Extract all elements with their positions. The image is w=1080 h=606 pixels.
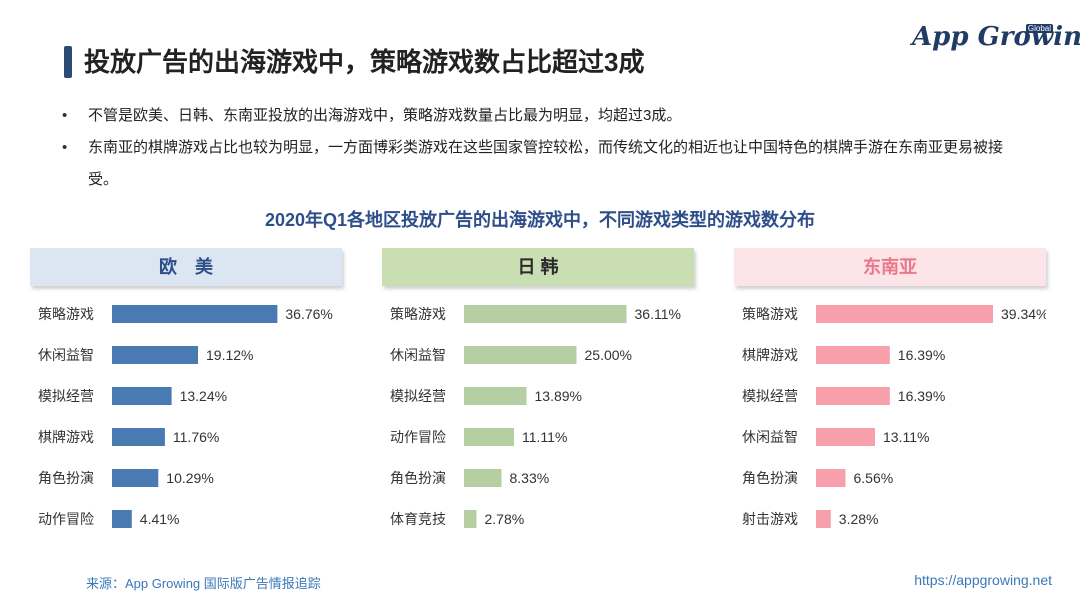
app-growing-logo: App Growing Global [912,20,1080,60]
category-label: 策略游戏 [390,306,446,322]
bar [816,469,846,487]
page-title: 投放广告的出海游戏中，策略游戏数占比超过3成 [84,47,645,77]
category-label: 休闲益智 [742,429,798,445]
bar [816,510,831,528]
region-panel-southeast-asia: 东南亚 策略游戏 39.34% 棋牌游戏 16.39% 模拟经营 16.39% 休闲益智 13… [734,248,1046,548]
bar [816,305,993,323]
category-label: 休闲益智 [38,347,94,363]
bullet-item: 不管是欧美、日韩、东南亚投放的出海游戏中，策略游戏数量占比最为明显，均超过3成。 [62,100,1022,132]
bar [112,346,198,364]
bar [464,346,577,364]
value-label: 39.34% [1001,306,1046,322]
bar-chart-svg: 策略游戏 36.76% 休闲益智 19.12% 模拟经营 13.24% 棋牌游戏 11.76%… [38,305,333,528]
source-note: 来源：App Growing 国际版广告情报追踪 [86,576,321,591]
bar [816,428,875,446]
value-label: 13.89% [535,388,582,404]
category-label: 棋牌游戏 [742,347,798,363]
value-label: 19.12% [206,347,253,363]
category-label: 体育竞技 [390,511,446,527]
category-label: 模拟经营 [390,388,446,404]
value-label: 13.11% [883,429,929,445]
bar [112,428,165,446]
value-label: 3.28% [839,511,879,527]
category-label: 角色扮演 [742,470,798,486]
title-accent-bar [64,46,72,78]
bar [464,305,627,323]
value-label: 11.76% [173,429,219,445]
bar [464,469,502,487]
region-panel-europe-america: 欧 美 策略游戏 36.76% 休闲益智 19.12% 模拟经营 13.24% 棋牌游戏 11… [30,248,342,548]
value-label: 11.11% [522,429,567,445]
category-label: 角色扮演 [390,470,446,486]
bar [112,387,172,405]
category-label: 角色扮演 [38,470,94,486]
bar-chart-svg: 策略游戏 36.11% 休闲益智 25.00% 模拟经营 13.89% 动作冒险 11.11%… [390,305,681,528]
value-label: 16.39% [898,388,945,404]
panel-header: 日 韩 [382,248,694,286]
category-label: 模拟经营 [38,388,94,404]
region-panel-japan-korea: 日 韩 策略游戏 36.11% 休闲益智 25.00% 模拟经营 13.89% 动作冒险 11… [382,248,694,548]
bullet-list: 不管是欧美、日韩、东南亚投放的出海游戏中，策略游戏数量占比最为明显，均超过3成。… [62,100,1022,196]
value-label: 10.29% [166,470,213,486]
category-label: 射击游戏 [742,511,798,527]
value-label: 4.41% [140,511,180,527]
bar [112,510,132,528]
value-label: 25.00% [585,347,632,363]
chart-title: 2020年Q1各地区投放广告的出海游戏中，不同游戏类型的游戏数分布 [264,210,816,230]
bar [816,387,890,405]
value-label: 6.56% [854,470,894,486]
panel-header: 欧 美 [30,248,342,286]
value-label: 13.24% [180,388,227,404]
value-label: 8.33% [510,470,550,486]
category-label: 棋牌游戏 [38,429,94,445]
logo-text: App Growing [912,22,1080,52]
category-label: 策略游戏 [742,306,798,322]
bar [112,305,278,323]
bullet-item: 东南亚的棋牌游戏占比也较为明显，一方面博彩类游戏在这些国家管控较松，而传统文化的… [62,132,1022,196]
bar [112,469,159,487]
bar [816,346,890,364]
website-link[interactable]: https://appgrowing.net [914,572,1052,588]
bar-chart-svg: 策略游戏 39.34% 棋牌游戏 16.39% 模拟经营 16.39% 休闲益智 13.11%… [742,305,1046,528]
value-label: 2.78% [485,511,525,527]
category-label: 休闲益智 [390,347,446,363]
value-label: 36.76% [285,306,332,322]
panel-header: 东南亚 [734,248,1046,286]
value-label: 36.11% [635,306,681,322]
category-label: 模拟经营 [742,388,798,404]
value-label: 16.39% [898,347,945,363]
logo-badge: Global [1025,24,1053,33]
bar [464,510,477,528]
bar [464,428,514,446]
category-label: 策略游戏 [38,306,94,322]
category-label: 动作冒险 [38,511,94,527]
category-label: 动作冒险 [390,429,446,445]
bar [464,387,527,405]
